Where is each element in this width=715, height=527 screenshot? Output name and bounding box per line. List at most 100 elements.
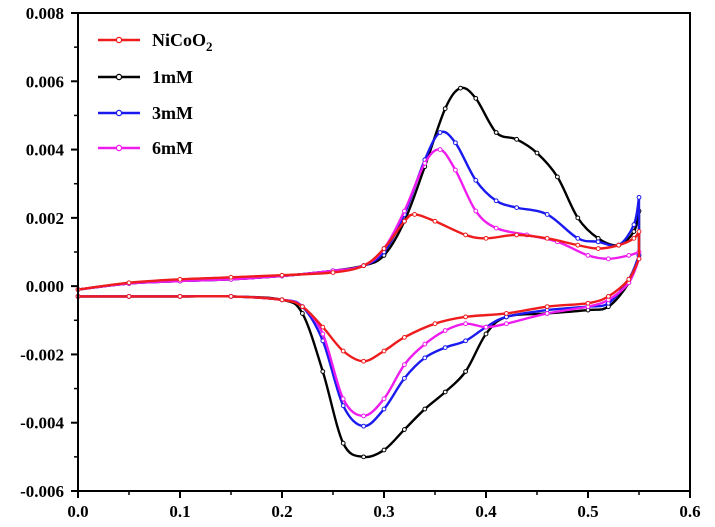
data-point-nicoo2 (432, 321, 438, 327)
data-point-nicoo2 (340, 348, 346, 354)
data-point-mm1 (575, 215, 581, 221)
legend-item-nicoo2: NiCoO2 (98, 30, 213, 54)
data-point-nicoo2 (300, 304, 305, 310)
x-axis-tick-labels: 0.0 0.1 0.2 0.3 0.4 0.5 0.6 (67, 502, 700, 521)
series-nicoo2 (75, 212, 642, 364)
data-point-mm6 (381, 396, 387, 402)
data-point-mm1 (458, 85, 463, 91)
data-point-nicoo2 (126, 293, 132, 299)
data-point-mm3 (442, 345, 448, 351)
data-point-mm3 (340, 403, 346, 409)
data-point-nicoo2 (412, 212, 418, 217)
data-point-mm6 (626, 253, 632, 258)
data-point-nicoo2 (402, 334, 407, 340)
y-tick-label: 0.000 (26, 277, 64, 296)
legend-label-3mm: 3mM (152, 103, 193, 123)
data-point-mm1 (514, 136, 519, 142)
legend-label-6mm: 6mM (152, 138, 193, 158)
data-point-nicoo2 (381, 348, 387, 354)
data-point-mm3 (514, 205, 519, 211)
series-nicoo2-anodic-line (77, 213, 641, 291)
data-point-mm3 (453, 140, 458, 146)
data-point-nicoo2 (177, 293, 183, 299)
data-point-mm6 (402, 362, 407, 368)
data-point-mm1 (493, 130, 499, 135)
x-tick-label: 0.1 (169, 502, 190, 521)
data-point-nicoo2 (544, 304, 550, 310)
legend-item-1mm: 1mM (98, 67, 193, 87)
data-point-mm1 (402, 427, 407, 432)
data-point-mm6 (463, 321, 469, 327)
data-point-mm3 (381, 406, 387, 412)
data-point-mm1 (361, 454, 367, 460)
y-tick-label: 0.008 (26, 4, 64, 23)
data-point-mm1 (300, 311, 305, 316)
data-point-mm6 (473, 208, 479, 214)
data-point-nicoo2 (575, 242, 581, 248)
data-point-mm6 (361, 413, 367, 419)
data-point-mm6 (320, 331, 326, 337)
data-point-nicoo2 (279, 297, 285, 303)
legend-marker-6mm (115, 144, 123, 152)
data-point-nicoo2 (361, 358, 367, 364)
data-point-mm3 (544, 212, 550, 217)
data-point-mm6 (493, 225, 499, 231)
data-point-nicoo2 (228, 293, 234, 299)
data-point-mm3 (575, 235, 581, 241)
data-point-mm3 (361, 423, 367, 429)
data-point-mm6 (442, 328, 448, 333)
data-point-mm6 (437, 147, 443, 152)
x-tick-label: 0.5 (577, 502, 598, 521)
data-point-mm3 (636, 194, 642, 200)
series-mm1-cathodic-line (78, 254, 641, 459)
data-point-mm3 (493, 198, 499, 204)
data-point-mm3 (463, 338, 469, 344)
data-point-nicoo2 (514, 232, 519, 238)
legend-marker-nicoo2 (115, 36, 123, 44)
data-point-mm3 (402, 375, 407, 381)
data-point-mm6 (504, 321, 509, 327)
data-point-mm1 (534, 150, 540, 156)
data-point-mm1 (340, 440, 346, 446)
x-tick-label: 0.6 (679, 502, 700, 521)
y-tick-label: 0.002 (26, 209, 64, 228)
legend-label-1mm: 1mM (152, 67, 193, 87)
x-tick-label: 0.2 (271, 502, 292, 521)
y-tick-label: -0.006 (20, 482, 64, 501)
legend-label-nicoo2-base: NiCoO (152, 30, 206, 50)
data-point-mm6 (402, 208, 407, 214)
data-point-nicoo2 (585, 300, 591, 306)
data-point-nicoo2 (381, 246, 387, 251)
y-tick-label: -0.002 (20, 345, 64, 364)
data-point-mm6 (585, 253, 591, 258)
legend-label-nicoo2: NiCoO2 (152, 30, 213, 54)
data-point-mm1 (555, 174, 560, 180)
legend-item-3mm: 3mM (98, 103, 193, 123)
data-point-nicoo2 (330, 270, 336, 275)
legend-marker-1mm (115, 73, 123, 81)
data-point-mm6 (422, 341, 428, 347)
data-point-nicoo2 (544, 235, 550, 241)
legend: NiCoO2 1mM 3mM 6mM (98, 30, 213, 158)
x-tick-label: 0.3 (373, 502, 394, 521)
data-point-mm1 (442, 106, 448, 111)
data-point-nicoo2 (631, 235, 637, 241)
data-point-mm1 (422, 406, 428, 412)
data-point-mm1 (473, 95, 479, 101)
data-point-nicoo2 (636, 256, 642, 262)
data-point-mm3 (437, 130, 443, 135)
data-point-nicoo2 (463, 314, 469, 320)
data-point-mm1 (381, 447, 387, 453)
legend-label-nicoo2-subscript: 2 (206, 39, 213, 54)
data-point-nicoo2 (504, 311, 509, 316)
data-point-mm6 (453, 167, 458, 173)
data-point-nicoo2 (432, 218, 438, 224)
data-point-mm3 (631, 222, 637, 228)
data-point-nicoo2 (606, 293, 611, 299)
data-point-nicoo2 (402, 218, 407, 224)
data-point-mm3 (422, 355, 428, 361)
data-point-mm1 (442, 389, 448, 395)
data-point-nicoo2 (228, 274, 234, 280)
data-point-mm6 (340, 396, 346, 402)
